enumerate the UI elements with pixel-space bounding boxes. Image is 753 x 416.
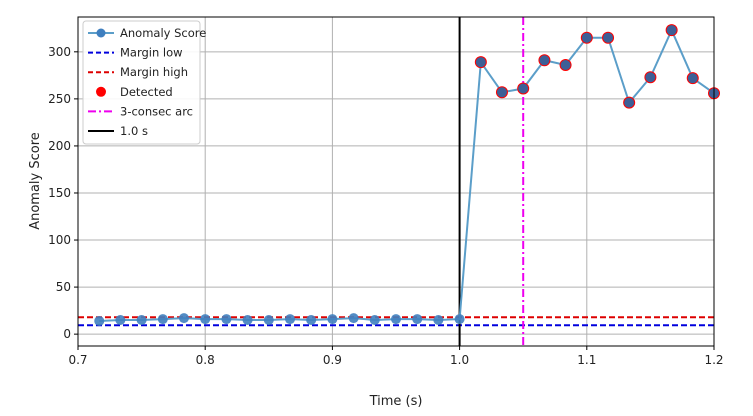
x-tick-label: 1.1 [577, 353, 596, 367]
x-tick-label: 0.8 [196, 353, 215, 367]
data-point [645, 72, 656, 83]
data-point [391, 314, 401, 325]
data-point [624, 97, 635, 108]
x-axis-label: Time (s) [369, 394, 423, 409]
y-tick-label: 250 [48, 92, 71, 106]
y-tick-label: 150 [48, 186, 71, 200]
data-point [687, 73, 698, 84]
data-point [306, 315, 317, 326]
legend-label: Margin low [120, 46, 183, 60]
data-point [496, 87, 507, 98]
legend-label: Margin high [120, 65, 188, 79]
x-tick-label: 1.2 [704, 353, 723, 367]
data-point [603, 32, 614, 43]
data-point [200, 314, 211, 325]
legend-label: Anomaly Score [120, 26, 206, 40]
y-tick-label: 200 [48, 139, 71, 153]
data-point [539, 55, 550, 66]
data-point [221, 314, 232, 325]
data-point [115, 315, 126, 326]
ticks: 0.7 0.8 0.9 1.0 1.1 1.2 0 50 100 150 200 250 300 [48, 45, 723, 367]
data-point [581, 32, 592, 43]
y-axis-label: Anomaly Score [28, 132, 43, 230]
data-point [454, 314, 465, 325]
data-point [263, 315, 274, 326]
data-point [348, 313, 359, 324]
data-point [666, 25, 677, 36]
data-point [94, 315, 105, 326]
data-point [369, 315, 380, 326]
legend: Anomaly Score Margin low Margin high Detect… [82, 20, 206, 145]
data-point [560, 59, 571, 70]
y-tick-label: 300 [48, 45, 71, 59]
data-point [412, 314, 423, 325]
legend-label: 3-consec arc [120, 104, 193, 118]
legend-label: Detected [120, 85, 173, 99]
data-point [242, 315, 253, 326]
data-point [327, 314, 338, 325]
legend-label: 1.0 s [120, 124, 148, 138]
x-tick-label: 1.0 [450, 353, 469, 367]
data-point [433, 315, 444, 326]
legend-dot-icon [96, 86, 106, 97]
data-point [136, 315, 147, 326]
x-tick-label: 0.7 [68, 353, 87, 367]
data-point [475, 57, 486, 68]
plot-frame [77, 16, 715, 347]
y-tick-label: 50 [56, 280, 71, 294]
data-point [285, 314, 296, 325]
data-point [518, 83, 529, 94]
x-tick-label: 0.9 [323, 353, 342, 367]
y-tick-label: 0 [63, 327, 71, 341]
data-point [157, 314, 168, 325]
y-tick-label: 100 [48, 233, 71, 247]
data-point [178, 313, 189, 324]
legend-marker-icon [96, 28, 106, 38]
